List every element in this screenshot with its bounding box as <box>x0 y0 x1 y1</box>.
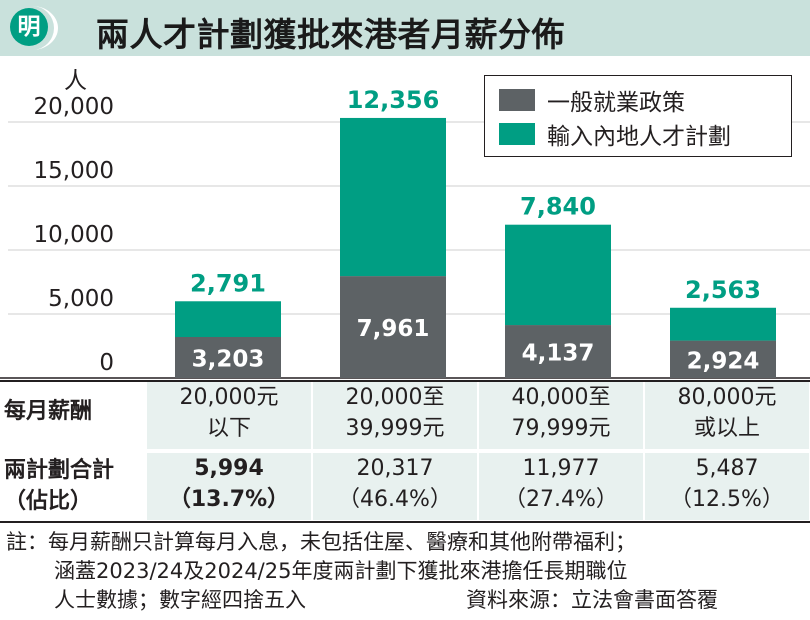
value-label-general: 3,203 <box>192 347 265 373</box>
summary-table: 每月薪酬 兩計劃合計 （佔比） 20,000元 以下 20,000至 39,99… <box>0 380 810 523</box>
y-tick-label: 5,000 <box>48 286 114 312</box>
total-cell: 11,977 （27.4%） <box>479 453 643 520</box>
legend-swatch-general <box>499 89 535 111</box>
source-text: 資料來源：立法會書面答覆 <box>466 588 718 612</box>
salary-cell: 20,000至 39,999元 <box>313 382 477 449</box>
total-value: 11,977 <box>522 456 600 481</box>
total-value: 5,487 <box>695 456 759 481</box>
title-bar: 明 兩人才計劃獲批來港者月薪分佈 <box>0 0 810 56</box>
salary-line: 以下 <box>206 416 251 441</box>
note-line: 註：每月薪酬只計算每月入息，未包括住屋、醫療和其他附帶福利； <box>6 530 636 554</box>
y-tick-label: 15,000 <box>34 158 114 184</box>
legend-label-general: 一般就業政策 <box>547 90 685 116</box>
salary-line: 79,999元 <box>511 416 611 441</box>
salary-line: 20,000至 <box>345 385 445 410</box>
legend-swatch-mainland <box>499 123 535 145</box>
value-label-mainland: 2,563 <box>685 276 761 304</box>
salary-cell: 80,000元 或以上 <box>645 382 809 449</box>
legend-item-general: 一般就業政策 <box>499 86 685 116</box>
salary-cell: 40,000至 79,999元 <box>479 382 643 449</box>
note-line: 涵蓋2023/24及2024/25年度兩計劃下獲批來港擔任長期職位 <box>54 559 628 583</box>
total-cell: 5,487 （12.5%） <box>645 453 809 520</box>
row-label-total: 兩計劃合計 <box>4 458 115 483</box>
value-label-general: 4,137 <box>522 341 595 367</box>
share-value: （13.7%） <box>168 487 290 512</box>
salary-cell: 20,000元 以下 <box>147 382 311 449</box>
chart-legend: 一般就業政策 輸入內地人才計劃 <box>484 75 792 157</box>
legend-label-mainland: 輸入內地人才計劃 <box>547 124 731 150</box>
y-tick-label: 20,000 <box>34 94 114 120</box>
logo-arc-icon <box>32 6 58 50</box>
bar-segment-general <box>340 276 446 378</box>
bar-segment-general <box>175 337 281 378</box>
salary-line: 39,999元 <box>345 416 445 441</box>
y-tick-label: 10,000 <box>34 222 114 248</box>
total-value: 20,317 <box>356 456 434 481</box>
value-label-mainland: 12,356 <box>347 86 440 114</box>
total-cell: 20,317 （46.4%） <box>313 453 477 520</box>
table-bottom-rule <box>0 521 810 523</box>
bar-segment-mainland <box>505 224 611 326</box>
y-axis: 人 0 5,000 10,000 15,000 20,000 <box>0 68 810 379</box>
bars <box>175 117 776 378</box>
share-value: （46.4%） <box>338 487 452 512</box>
note-line-last: 人士數據；數字經四捨五入 資料來源：立法會書面答覆 <box>6 586 806 615</box>
share-value: （27.4%） <box>504 487 618 512</box>
share-value: （12.5%） <box>670 487 784 512</box>
salary-line: 或以上 <box>693 416 760 441</box>
total-value: 5,994 <box>194 456 264 481</box>
total-cell: 5,994 （13.7%） <box>147 453 311 520</box>
bar-value-labels: 3,203 2,791 7,961 12,356 4,137 7,840 2,924 2,56… <box>190 86 761 374</box>
table-top-rule <box>0 380 810 382</box>
salary-line: 20,000元 <box>179 385 279 410</box>
value-label-general: 7,961 <box>357 316 430 342</box>
salary-line: 40,000至 <box>511 385 611 410</box>
row-label-salary: 每月薪酬 <box>4 399 93 424</box>
note-line: 人士數據；數字經四捨五入 <box>54 588 306 612</box>
value-label-general: 2,924 <box>687 348 760 374</box>
bar-segment-mainland <box>175 301 281 338</box>
newspaper-logo: 明 <box>10 8 48 46</box>
bar-chart: 人 0 5,000 10,000 15,000 20,000 3,203 2,791 7,9… <box>0 68 810 379</box>
salary-line: 80,000元 <box>677 385 777 410</box>
bar-segment-general <box>670 340 776 378</box>
y-tick-label: 0 <box>99 350 114 376</box>
chart-title: 兩人才計劃獲批來港者月薪分佈 <box>96 15 565 54</box>
value-label-mainland: 2,791 <box>190 269 266 297</box>
y-axis-unit-label: 人 <box>64 68 87 94</box>
row-label-share: （佔比） <box>4 489 93 514</box>
bar-segment-mainland <box>340 117 446 277</box>
legend-item-mainland: 輸入內地人才計劃 <box>499 120 731 150</box>
bar-segment-mainland <box>670 307 776 341</box>
value-label-mainland: 7,840 <box>520 193 596 221</box>
footnote: 註：每月薪酬只計算每月入息，未包括住屋、醫療和其他附帶福利； 涵蓋2023/24… <box>6 528 806 615</box>
bar-segment-general <box>505 325 611 378</box>
